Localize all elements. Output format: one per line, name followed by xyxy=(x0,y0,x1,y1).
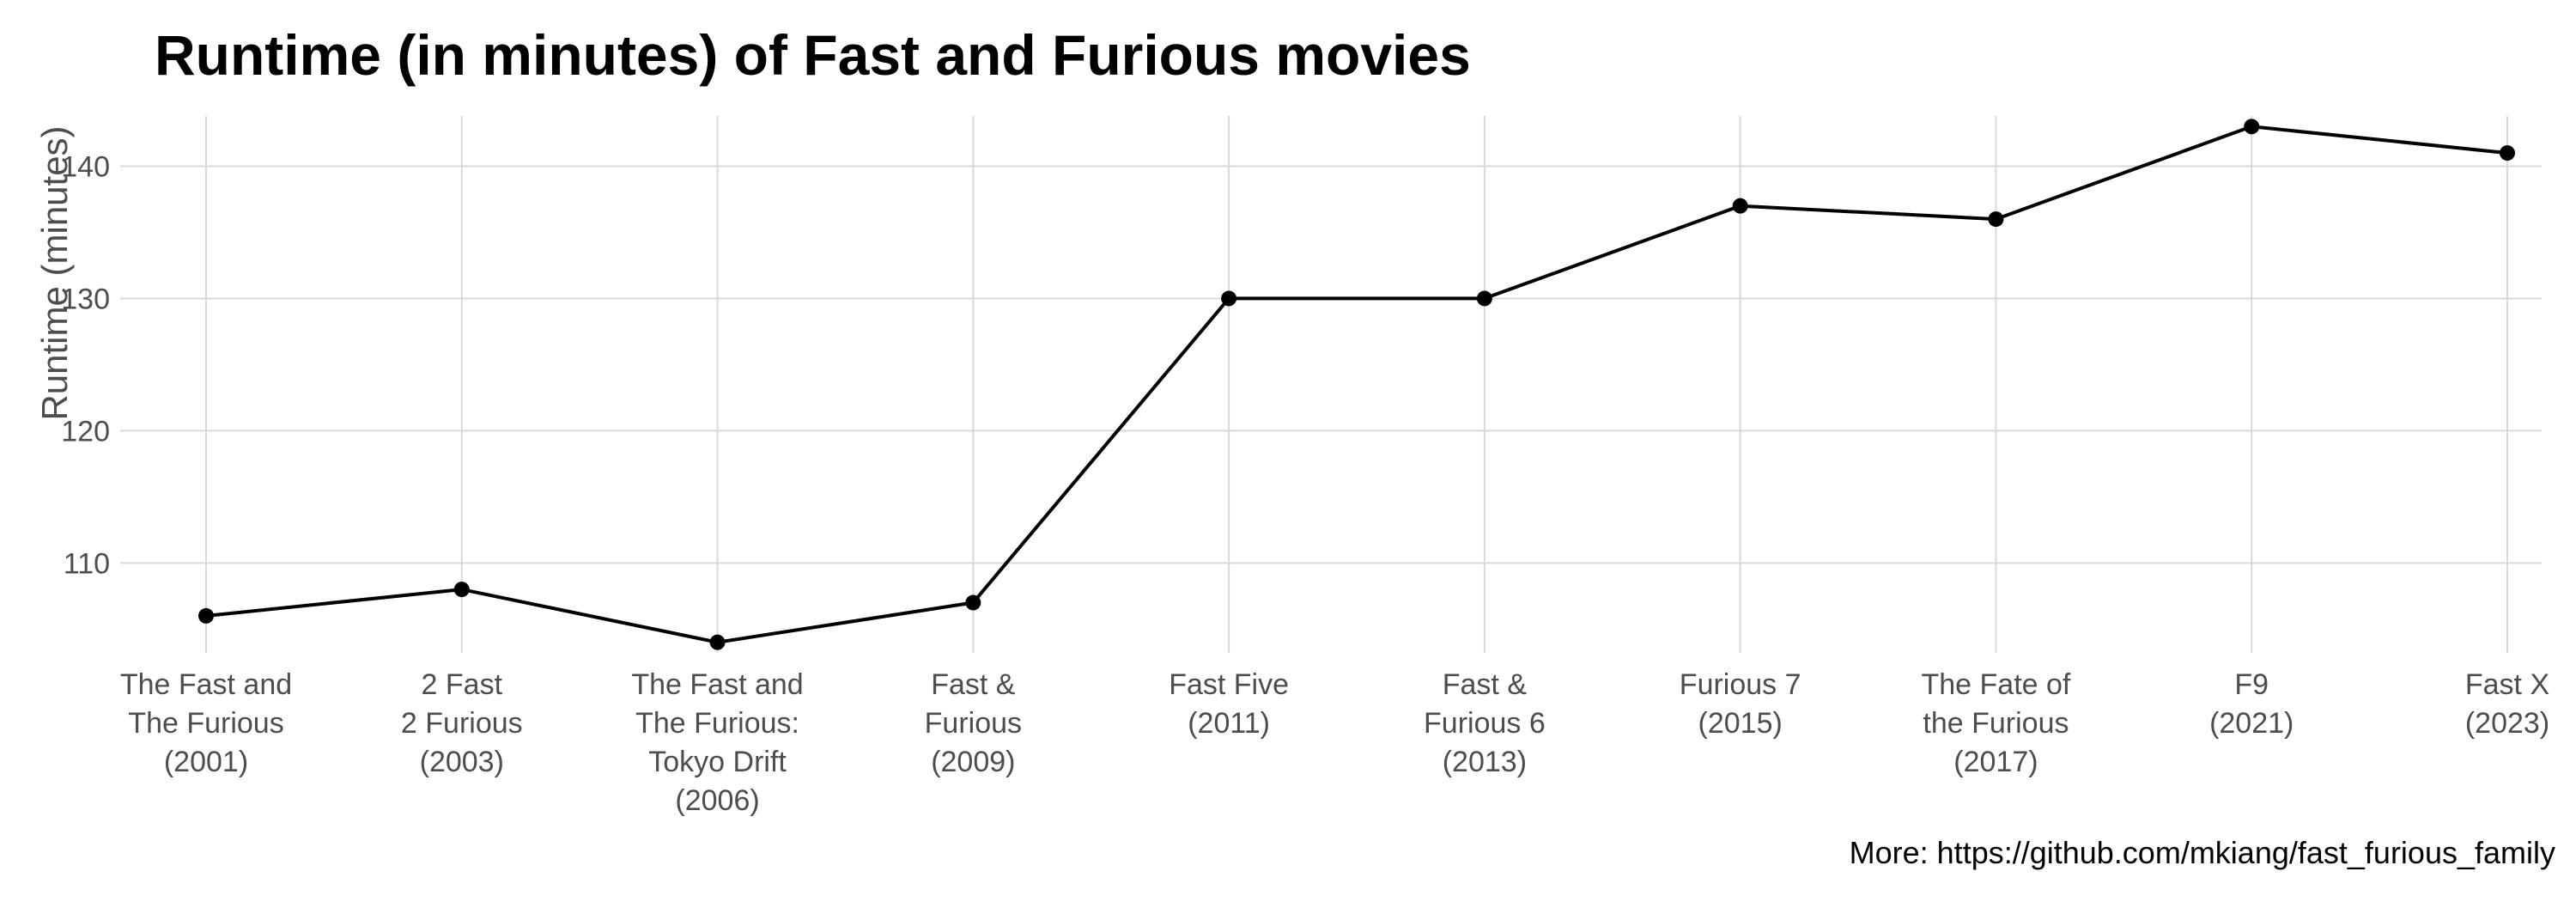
data-point xyxy=(1221,290,1237,307)
data-point xyxy=(965,594,981,611)
data-point xyxy=(709,634,726,650)
chart-title: Runtime (in minutes) of Fast and Furious… xyxy=(155,23,1471,87)
y-tick-label: 140 xyxy=(61,150,110,183)
data-point xyxy=(453,582,470,598)
x-tick-label: Fast & Furious (2009) xyxy=(925,668,1022,778)
y-axis-tick-labels: 110 120 130 140 xyxy=(61,150,110,580)
x-axis-tick-labels: The Fast and The Furious (2001) 2 Fast 2 Fur… xyxy=(120,668,2549,817)
x-tick-label: The Fast and The Furious (2001) xyxy=(120,668,292,778)
data-point xyxy=(198,607,214,624)
x-tick-label: 2 Fast 2 Furious (2003) xyxy=(401,668,523,778)
y-tick-label: 110 xyxy=(64,547,110,580)
x-tick-label: F9 (2021) xyxy=(2209,668,2293,740)
data-points xyxy=(198,119,2515,650)
data-point xyxy=(1732,198,1748,214)
x-tick-label: Fast X (2023) xyxy=(2465,668,2549,740)
chart-caption: More: https://github.com/mkiang/fast_fur… xyxy=(1849,835,2555,870)
series-line xyxy=(205,125,2508,644)
x-tick-label: Furious 7 (2015) xyxy=(1680,668,1801,740)
data-point xyxy=(1476,290,1492,307)
data-point xyxy=(1988,211,2004,228)
y-tick-label: 120 xyxy=(61,415,110,448)
y-axis-title: Runtime (minutes) xyxy=(34,125,75,420)
x-tick-label: The Fast and The Furious: Tokyo Drift (2006… xyxy=(631,668,803,817)
x-tick-label: Fast & Furious 6 (2013) xyxy=(1424,668,1546,778)
grid-lines xyxy=(120,116,2542,653)
x-tick-label: Fast Five (2011) xyxy=(1169,668,1289,740)
data-point xyxy=(2500,145,2515,162)
data-point xyxy=(2244,119,2260,135)
y-tick-label: 130 xyxy=(61,283,110,315)
x-tick-label: The Fate of the Furious (2017) xyxy=(1922,668,2071,778)
